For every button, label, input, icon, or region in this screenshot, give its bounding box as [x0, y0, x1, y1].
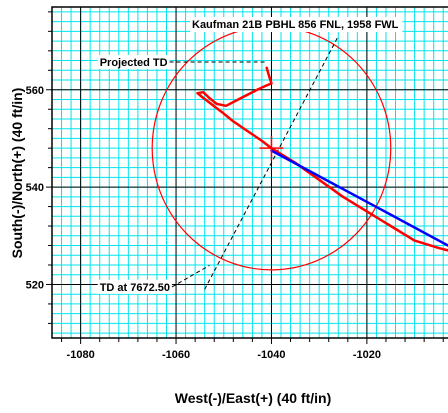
annotation-leader-2 — [171, 265, 210, 288]
trend-line — [204, 35, 339, 290]
plot-frame — [51, 6, 448, 339]
x-axis-title: West(-)/East(+) (40 ft/in) — [175, 390, 331, 406]
series-line-1 — [196, 66, 273, 150]
annotation-label-bg — [97, 279, 173, 294]
chart-title-bg — [190, 17, 403, 32]
ticks: -1080 -1060 -1040 -1020 520 540 560 — [26, 11, 444, 361]
x-tick-label: -1020 — [353, 349, 381, 361]
y-axis-title: South(-)/North(+) (40 ft/in) — [9, 88, 25, 259]
y-tick-label: 540 — [26, 182, 44, 194]
x-tick-label: -1040 — [257, 349, 285, 361]
chart-title: Kaufman 21B PBHL 856 FNL, 1958 FWL — [192, 19, 399, 31]
x-tick-label: -1080 — [67, 349, 95, 361]
annotation-label-1: Projected TD — [100, 57, 168, 69]
series-line-3 — [270, 149, 448, 247]
annotation-label-2: TD at 7672.50 — [100, 282, 170, 294]
annotation-label-bg — [97, 55, 170, 70]
y-tick-label: 520 — [26, 279, 44, 291]
annotations: Projected TD TD at 7672.50 — [97, 55, 267, 294]
y-tick-label: 560 — [26, 85, 44, 97]
plot-border — [51, 6, 448, 339]
x-tick-label: -1060 — [162, 349, 190, 361]
